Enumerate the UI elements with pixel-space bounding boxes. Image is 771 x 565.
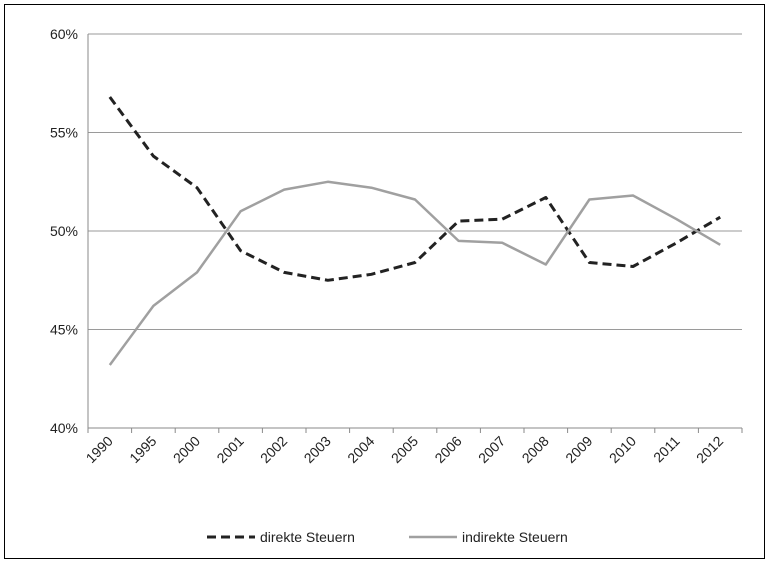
legend-label: direkte Steuern <box>260 529 355 545</box>
data-point <box>283 188 285 190</box>
series-line-direkte-steuern <box>108 96 721 282</box>
grid-layer <box>88 33 742 429</box>
series-layer <box>108 96 721 366</box>
x-tick-label: 2008 <box>519 433 552 466</box>
data-point <box>196 186 198 188</box>
x-tick-label: 2001 <box>213 433 246 466</box>
legend-label: indirekte Steuern <box>462 529 568 545</box>
x-tick-label: 2011 <box>650 433 683 466</box>
data-point <box>327 279 329 281</box>
data-point <box>457 240 459 242</box>
data-point <box>632 194 634 196</box>
data-point <box>239 250 241 252</box>
x-tick-label: 2003 <box>301 433 334 466</box>
x-tick-label: 2005 <box>388 433 421 466</box>
data-point <box>196 271 198 273</box>
data-point <box>675 218 677 220</box>
data-point <box>588 261 590 263</box>
data-point <box>283 271 285 273</box>
data-point <box>501 242 503 244</box>
series-line-indirekte-steuern <box>108 180 721 366</box>
x-tick-label: 2000 <box>170 433 203 466</box>
x-tick-label: 2010 <box>606 433 639 466</box>
legend: direkte Steuern indirekte Steuern <box>207 529 568 545</box>
axis-layer: 40% 45% 50% 55% 60% 1990 1995 2000 2001 2002 2003 2… <box>50 26 743 466</box>
data-point <box>109 364 111 366</box>
data-point <box>370 186 372 188</box>
x-tick-label: 2004 <box>344 433 377 466</box>
y-tick-label: 45% <box>50 322 78 338</box>
data-point <box>545 196 547 198</box>
y-tick-label: 40% <box>50 420 78 436</box>
data-point <box>675 242 677 244</box>
chart-frame: 40% 45% 50% 55% 60% 1990 1995 2000 2001 2002 2003 2… <box>4 4 765 559</box>
data-point <box>632 265 634 267</box>
data-point <box>719 216 721 218</box>
x-tick-label: 2006 <box>431 433 464 466</box>
data-point <box>545 263 547 265</box>
data-point <box>719 244 721 246</box>
y-tick-label: 50% <box>50 223 78 239</box>
line-chart: 40% 45% 50% 55% 60% 1990 1995 2000 2001 2002 2003 2… <box>50 26 743 545</box>
x-tick-label: 1990 <box>83 433 116 466</box>
data-point <box>501 218 503 220</box>
data-point <box>370 273 372 275</box>
data-point <box>588 198 590 200</box>
x-tick-label: 2009 <box>562 433 595 466</box>
y-tick-label: 60% <box>50 26 78 42</box>
y-tick-label: 55% <box>50 125 78 141</box>
data-point <box>457 220 459 222</box>
x-tick-label: 2007 <box>475 433 508 466</box>
data-point <box>152 305 154 307</box>
x-tick-label: 2012 <box>693 433 726 466</box>
data-point <box>109 96 111 98</box>
x-tick-label: 2002 <box>257 433 290 466</box>
x-tick-label: 1995 <box>126 433 159 466</box>
data-point <box>414 198 416 200</box>
data-point <box>152 155 154 157</box>
data-point <box>327 181 329 183</box>
data-point <box>414 261 416 263</box>
data-point <box>239 210 241 212</box>
